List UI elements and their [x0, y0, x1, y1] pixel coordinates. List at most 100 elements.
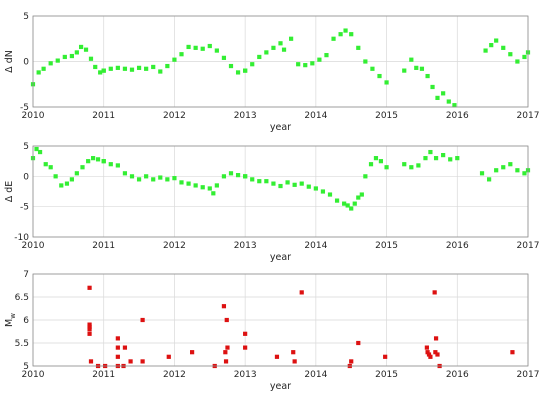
dn-data-point [165, 63, 170, 69]
dn-data-point [419, 66, 425, 71]
dn-data-point [172, 57, 177, 62]
mw-x-tick-label: 2011 [92, 370, 115, 380]
de-data-point [378, 159, 384, 164]
dn-data-point [483, 48, 488, 53]
dn-data-point [343, 28, 348, 33]
dn-data-point [349, 32, 354, 37]
dn-data-point [317, 57, 322, 62]
de-data-point [158, 175, 163, 180]
de-data-point [207, 186, 212, 191]
mw-data-point [510, 350, 515, 355]
dn-data-point [78, 44, 84, 50]
dn-data-point [338, 32, 343, 37]
mw-data-point [428, 354, 433, 359]
de-data-point [108, 162, 113, 167]
dn-data-point [515, 59, 520, 64]
dn-data-point [278, 41, 283, 46]
dn-axes-frame [32, 15, 529, 108]
de-x-tick-label: 2014 [304, 241, 327, 251]
de-data-point [193, 183, 198, 188]
mw-data-point [88, 359, 94, 364]
mw-data-point [292, 359, 297, 364]
mw-data-point [243, 331, 248, 336]
de-y-tick-label: 5 [23, 142, 29, 152]
dn-data-point [435, 95, 440, 100]
dn-data-point [41, 66, 46, 71]
mw-data-point [432, 290, 437, 295]
mw-data-point [433, 336, 439, 341]
de-data-point [409, 165, 414, 170]
de-data-point [428, 149, 433, 155]
dn-data-point [296, 62, 301, 67]
de-data-point [384, 165, 389, 170]
de-data-point [352, 201, 357, 206]
dn-x-tick-label: 2010 [22, 111, 45, 121]
dn-data-point [101, 68, 106, 73]
dn-data-point [228, 63, 234, 69]
dn-data-point [522, 54, 527, 60]
dn-data-point [430, 84, 435, 90]
dn-data-point [257, 54, 262, 60]
dn-data-point [281, 47, 287, 52]
mw-x-tick-label: 2012 [163, 370, 186, 380]
de-data-point [359, 192, 364, 197]
de-y-tick-label: -10 [14, 233, 29, 243]
de-data-point [501, 165, 506, 170]
mw-data-point [223, 350, 228, 355]
de-data-point [433, 156, 439, 161]
de-data-point [373, 156, 379, 161]
dn-data-point [303, 63, 308, 68]
dn-data-point [508, 52, 513, 57]
mw-data-point [87, 327, 92, 332]
de-data-point [80, 165, 85, 170]
de-data-point [327, 192, 333, 197]
de-data-point [144, 174, 149, 179]
dn-data-point [62, 54, 67, 60]
dn-data-point [221, 55, 227, 60]
mw-data-point [356, 340, 361, 346]
mw-y-axis-label: Mw [4, 313, 17, 327]
mw-data-point [140, 317, 145, 323]
mw-data-point [225, 345, 230, 350]
de-data-point [43, 162, 48, 167]
de-data-point [101, 159, 106, 164]
de-data-point [448, 157, 453, 162]
de-data-point [441, 153, 446, 158]
dn-data-point [69, 53, 74, 59]
dn-data-point [151, 64, 156, 70]
mw-x-tick-label: 2017 [517, 370, 540, 380]
de-data-point [368, 162, 374, 167]
dn-data-point [48, 61, 53, 66]
de-data-point [345, 203, 350, 208]
dn-data-point [331, 36, 336, 41]
dn-data-point [441, 91, 446, 96]
dn-data-point [489, 43, 494, 48]
de-data-point [285, 180, 290, 185]
de-data-point [334, 198, 340, 203]
dn-data-point [179, 52, 184, 57]
de-data-point [416, 163, 421, 168]
de-x-tick-label: 2015 [375, 241, 398, 251]
dn-data-point [193, 45, 198, 50]
de-data-point [250, 177, 255, 182]
de-data-point [299, 181, 304, 186]
de-data-point [34, 146, 39, 152]
dn-data-point [414, 65, 419, 70]
mw-data-point [223, 359, 229, 364]
de-data-point [186, 181, 191, 186]
dn-data-point [235, 70, 241, 75]
de-data-point [455, 156, 460, 161]
mw-data-point [115, 354, 120, 359]
dn-data-point [207, 43, 212, 49]
dn-data-point [55, 58, 60, 63]
de-axes-frame [32, 145, 529, 238]
dn-data-point [93, 64, 98, 70]
dn-data-point [129, 67, 135, 72]
mw-y-axis-label-text: M [4, 319, 15, 327]
mw-data-point [433, 350, 438, 355]
de-y-axis-label-text: Δ dE [4, 181, 15, 203]
de-data-point [342, 201, 347, 206]
dn-x-tick-label: 2012 [163, 111, 186, 121]
de-data-point [59, 183, 64, 188]
dn-data-point [409, 57, 414, 62]
